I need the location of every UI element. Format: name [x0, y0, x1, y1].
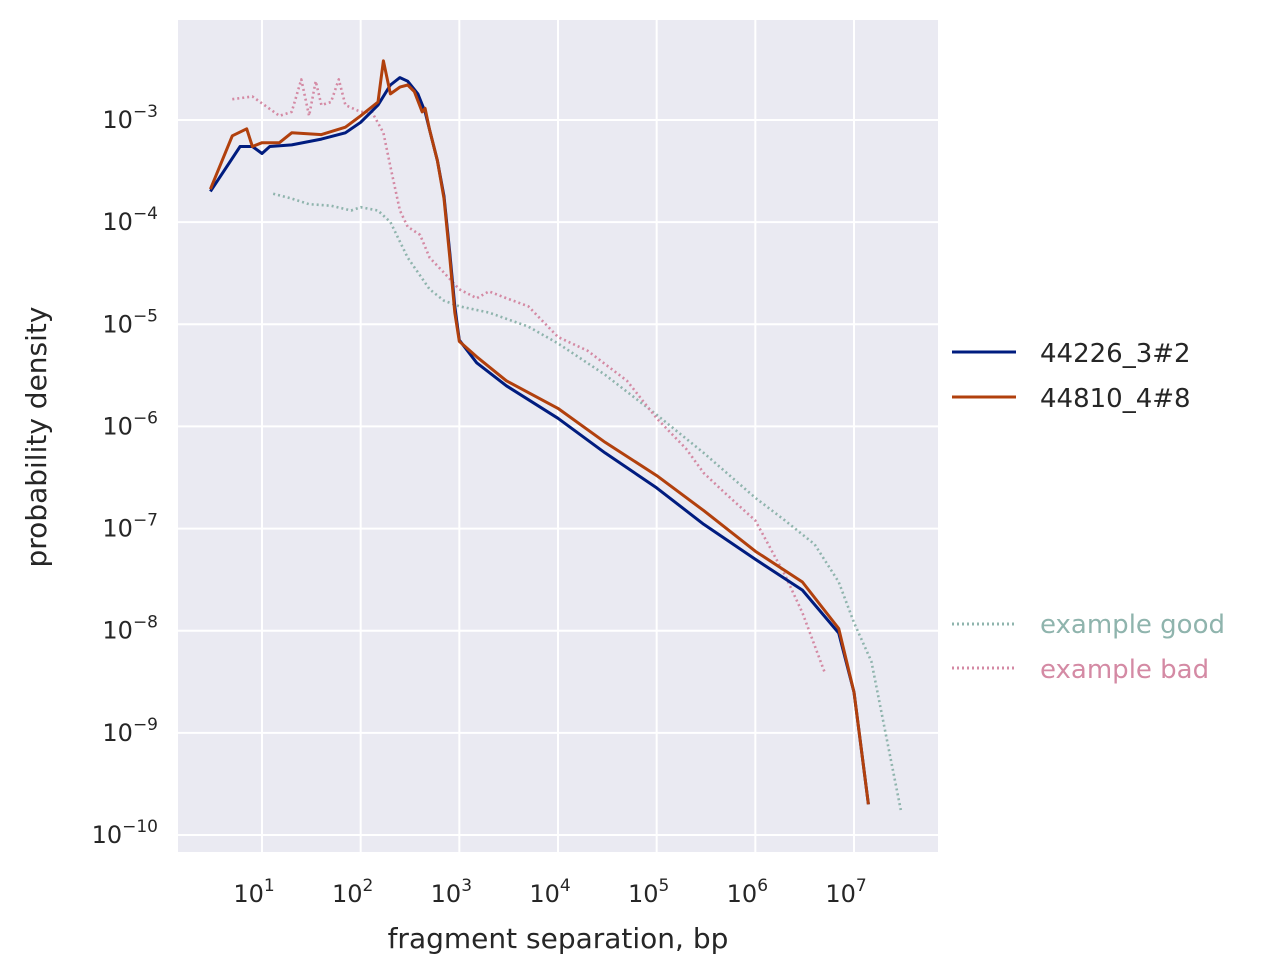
y-axis-label: probability density — [20, 307, 53, 568]
y-tick-base: 10 — [102, 719, 133, 747]
x-tick-label: 104 — [529, 876, 570, 908]
y-tick-exponent: −10 — [122, 817, 158, 837]
y-tick-exponent: −4 — [133, 204, 158, 224]
y-tick-exponent: −5 — [133, 306, 158, 326]
y-tick-base: 10 — [92, 821, 123, 849]
y-tick-label: 10−6 — [102, 408, 158, 440]
x-tick-label: 102 — [332, 876, 373, 908]
x-tick-label: 103 — [431, 876, 472, 908]
legend-label-3: example good — [1040, 610, 1225, 640]
legend-label-2: 44810_4#8 — [1040, 384, 1191, 414]
x-tick-base: 10 — [233, 880, 264, 908]
x-tick-base: 10 — [628, 880, 659, 908]
x-tick-exponent: 1 — [264, 876, 275, 896]
y-tick-exponent: −3 — [133, 102, 158, 122]
series-line-2 — [209, 59, 870, 805]
y-tick-base: 10 — [102, 617, 133, 645]
series-line-3 — [272, 192, 903, 812]
x-tick-exponent: 7 — [856, 876, 867, 896]
y-tick-label: 10−3 — [102, 102, 158, 134]
y-tick-label: 10−8 — [102, 613, 158, 645]
y-tick-label: 10−5 — [102, 306, 158, 338]
y-tick-label: 10−4 — [102, 204, 158, 236]
x-tick-base: 10 — [332, 880, 363, 908]
y-tick-base: 10 — [102, 515, 133, 543]
x-tick-base: 10 — [825, 880, 856, 908]
x-tick-exponent: 2 — [363, 876, 374, 896]
gridlines — [178, 20, 938, 852]
legend: 44226_3#2 44810_4#8 example good example… — [952, 339, 1225, 685]
x-tick-base: 10 — [529, 880, 560, 908]
y-tick-label: 10−10 — [92, 817, 158, 849]
x-axis-label: fragment separation, bp — [388, 922, 729, 955]
y-tick-labels: 10−310−410−510−610−710−810−910−10 — [92, 102, 158, 849]
y-tick-base: 10 — [102, 412, 133, 440]
y-tick-label: 10−9 — [102, 715, 158, 747]
x-tick-exponent: 3 — [461, 876, 472, 896]
y-tick-exponent: −6 — [133, 408, 158, 428]
legend-label-1: 44226_3#2 — [1040, 339, 1191, 369]
y-tick-exponent: −7 — [133, 511, 158, 531]
x-tick-label: 101 — [233, 876, 274, 908]
y-tick-label: 10−7 — [102, 511, 158, 543]
x-tick-exponent: 5 — [659, 876, 670, 896]
x-tick-label: 107 — [825, 876, 866, 908]
x-tick-exponent: 6 — [757, 876, 768, 896]
y-tick-base: 10 — [102, 208, 133, 236]
y-tick-base: 10 — [102, 106, 133, 134]
legend-label-4: example bad — [1040, 655, 1209, 685]
x-tick-exponent: 4 — [560, 876, 571, 896]
y-tick-exponent: −9 — [133, 715, 158, 735]
x-tick-label: 105 — [628, 876, 669, 908]
y-tick-exponent: −8 — [133, 613, 158, 633]
y-tick-base: 10 — [102, 310, 133, 338]
x-tick-base: 10 — [431, 880, 462, 908]
series-line-4 — [232, 78, 826, 672]
series-lines — [209, 59, 903, 812]
x-tick-label: 106 — [727, 876, 768, 908]
x-tick-base: 10 — [727, 880, 758, 908]
x-tick-labels: 101 102 103 104 105 106 107 — [233, 876, 866, 908]
